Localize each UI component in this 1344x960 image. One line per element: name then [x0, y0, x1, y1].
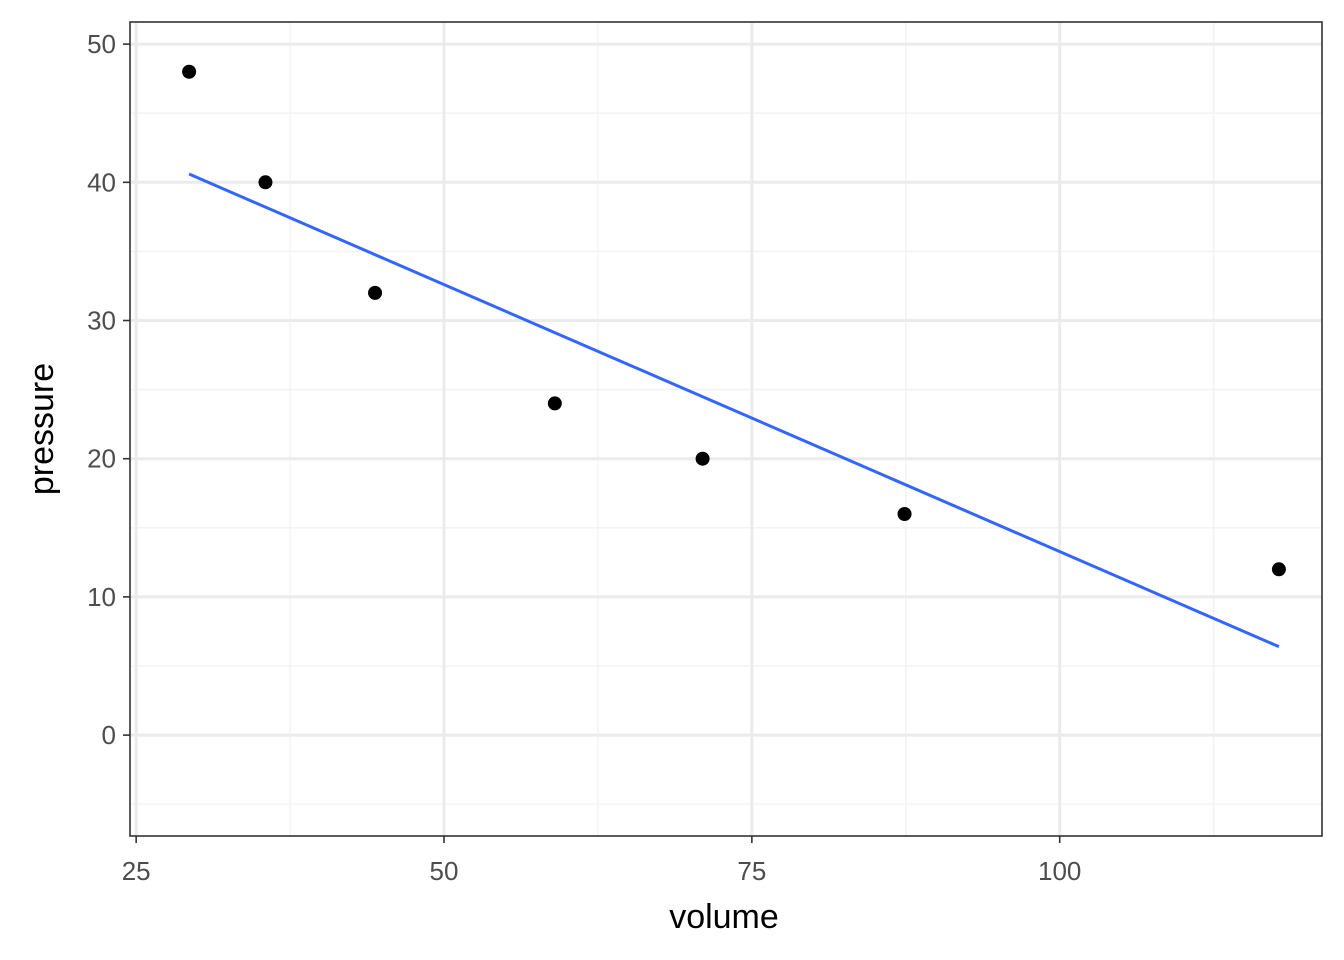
data-point: [547, 396, 562, 411]
x-tick-label: 25: [122, 856, 151, 886]
x-tick-label: 75: [737, 856, 766, 886]
x-tick-label: 100: [1038, 856, 1081, 886]
y-tick-label: 30: [87, 306, 116, 336]
x-axis-title: volume: [669, 898, 779, 936]
data-point: [258, 175, 273, 190]
x-tick-label: 50: [430, 856, 459, 886]
major-gridlines: [130, 22, 1322, 836]
data-point: [1271, 562, 1286, 577]
trend-line: [188, 172, 1280, 649]
y-tick-label: 10: [87, 582, 116, 612]
panel-border: [129, 21, 1323, 837]
data-point: [182, 64, 197, 79]
trend-line-layer: [188, 172, 1280, 649]
points-layer: [182, 64, 1286, 577]
minor-gridlines: [130, 22, 1322, 836]
y-axis: 0 10 20 30 40 50: [87, 29, 130, 750]
data-point: [897, 506, 912, 521]
x-axis: 25 50 75 100: [122, 836, 1081, 886]
y-tick-label: 20: [87, 444, 116, 474]
data-point: [695, 451, 710, 466]
y-tick-label: 0: [102, 720, 116, 750]
y-tick-label: 50: [87, 29, 116, 59]
data-point: [368, 285, 383, 300]
y-tick-label: 40: [87, 167, 116, 197]
y-axis-title: pressure: [23, 363, 61, 495]
